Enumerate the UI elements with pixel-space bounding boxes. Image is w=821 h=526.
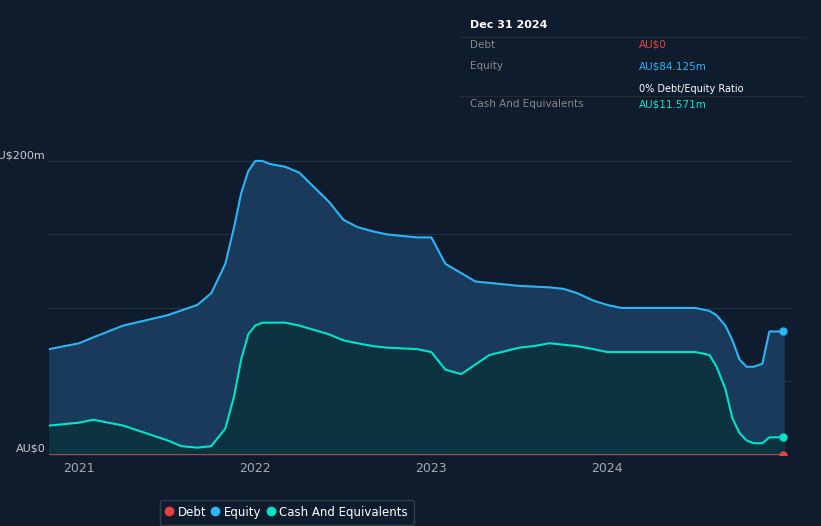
Text: AU$11.571m: AU$11.571m [640,99,707,109]
Text: 0% Debt/Equity Ratio: 0% Debt/Equity Ratio [640,84,744,94]
Text: AU$200m: AU$200m [0,151,45,161]
Text: AU$0: AU$0 [640,40,667,50]
Legend: Debt, Equity, Cash And Equivalents: Debt, Equity, Cash And Equivalents [160,500,414,524]
Text: AU$84.125m: AU$84.125m [640,62,707,72]
Text: Equity: Equity [470,62,503,72]
Text: Dec 31 2024: Dec 31 2024 [470,21,548,31]
Text: Cash And Equivalents: Cash And Equivalents [470,99,584,109]
Text: Debt: Debt [470,40,496,50]
Text: AU$0: AU$0 [16,443,45,453]
